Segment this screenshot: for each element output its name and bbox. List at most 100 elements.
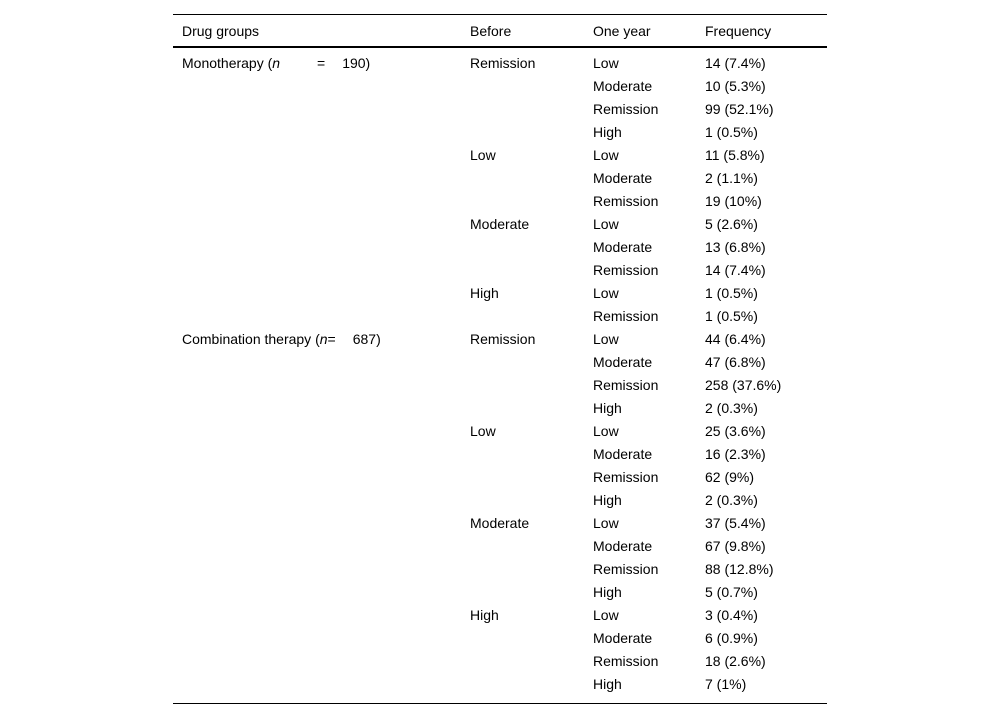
drug-group-cell: Combination therapy (n= 687) <box>173 328 470 351</box>
frequency-cell: 16 (2.3%) <box>705 446 766 462</box>
before-cell <box>470 627 593 650</box>
one-year-cell: Low <box>593 216 619 232</box>
drug-group-cell <box>173 466 470 489</box>
one-year-cell: Low <box>593 607 619 623</box>
frequency-cell: 3 (0.4%) <box>705 607 758 623</box>
n-symbol: n <box>319 331 328 347</box>
one-year-cell: Remission <box>593 308 659 324</box>
frequency-cell: 2 (1.1%) <box>705 170 758 186</box>
one-year-cell: Low <box>593 423 619 439</box>
table-row: Combination therapy (n= 687) Remission Low 4… <box>173 328 827 351</box>
col-header-frequency: Frequency <box>705 14 827 48</box>
drug-group-cell <box>173 420 470 443</box>
frequency-cell: 5 (0.7%) <box>705 584 758 600</box>
before-cell <box>470 581 593 604</box>
group-name: Monotherapy ( <box>182 55 273 71</box>
drug-group-cell <box>173 282 470 305</box>
table-row: Moderate 10 (5.3%) <box>173 75 827 98</box>
table-row: Moderate 67 (9.8%) <box>173 535 827 558</box>
drug-group-cell <box>173 305 470 328</box>
table-row: Moderate 6 (0.9%) <box>173 627 827 650</box>
one-year-cell: Remission <box>593 561 659 577</box>
frequency-cell: 11 (5.8%) <box>705 147 765 163</box>
drug-group-cell <box>173 650 470 673</box>
header-row: Drug groups Before One year Frequency <box>173 14 827 48</box>
before-cell <box>470 236 593 259</box>
before-cell <box>470 489 593 512</box>
one-year-cell: Low <box>593 331 619 347</box>
before-cell <box>470 443 593 466</box>
drug-group-cell <box>173 604 470 627</box>
before-cell <box>470 98 593 121</box>
table-row: High 1 (0.5%) <box>173 121 827 144</box>
before-cell <box>470 558 593 581</box>
table-row: Remission 62 (9%) <box>173 466 827 489</box>
before-cell: Low <box>470 147 496 163</box>
table-row: Remission 99 (52.1%) <box>173 98 827 121</box>
before-cell: Remission <box>470 331 536 347</box>
drug-group-cell <box>173 351 470 374</box>
group-label: Monotherapy (n <box>182 52 317 75</box>
before-cell: Moderate <box>470 515 530 531</box>
before-cell: Remission <box>470 55 536 71</box>
group-label: Combination therapy (n <box>182 328 328 351</box>
table-row: High 7 (1%) <box>173 673 827 704</box>
table-row: Moderate Low 5 (2.6%) <box>173 213 827 236</box>
one-year-cell: Moderate <box>593 538 653 554</box>
one-year-cell: Moderate <box>593 78 653 94</box>
drug-group-cell <box>173 673 470 704</box>
before-cell <box>470 466 593 489</box>
before-cell <box>470 397 593 420</box>
drug-group-cell <box>173 75 470 98</box>
frequency-cell: 14 (7.4%) <box>705 262 766 278</box>
table-row: Monotherapy (n = 190) Remission Low 14 (7.4%) <box>173 47 827 75</box>
before-cell: High <box>470 607 499 623</box>
frequency-cell: 7 (1%) <box>705 676 747 692</box>
drug-group-cell <box>173 512 470 535</box>
drug-group-cell <box>173 121 470 144</box>
table-row: Moderate 13 (6.8%) <box>173 236 827 259</box>
one-year-cell: Moderate <box>593 354 653 370</box>
drug-group-cell <box>173 98 470 121</box>
one-year-cell: Low <box>593 515 619 531</box>
before-cell <box>470 259 593 282</box>
frequency-cell: 258 (37.6%) <box>705 377 782 393</box>
one-year-cell: Low <box>593 147 619 163</box>
one-year-cell: Moderate <box>593 630 653 646</box>
table-row: Moderate 47 (6.8%) <box>173 351 827 374</box>
frequency-cell: 88 (12.8%) <box>705 561 774 577</box>
before-cell: Low <box>470 423 496 439</box>
drug-frequency-table: Drug groups Before One year Frequency Mo… <box>173 14 827 704</box>
table-row: Low Low 25 (3.6%) <box>173 420 827 443</box>
group-name: Combination therapy ( <box>182 331 320 347</box>
drug-group-cell <box>173 167 470 190</box>
table-row: High 2 (0.3%) <box>173 489 827 512</box>
frequency-cell: 19 (10%) <box>705 193 762 209</box>
frequency-cell: 1 (0.5%) <box>705 285 758 301</box>
one-year-cell: Remission <box>593 101 659 117</box>
frequency-cell: 67 (9.8%) <box>705 538 766 554</box>
table-row: Remission 88 (12.8%) <box>173 558 827 581</box>
frequency-cell: 2 (0.3%) <box>705 400 758 416</box>
frequency-cell: 47 (6.8%) <box>705 354 766 370</box>
frequency-cell: 6 (0.9%) <box>705 630 758 646</box>
table-row: Moderate Low 37 (5.4%) <box>173 512 827 535</box>
drug-group-cell <box>173 581 470 604</box>
table-row: Moderate 16 (2.3%) <box>173 443 827 466</box>
table-row: Moderate 2 (1.1%) <box>173 167 827 190</box>
before-cell <box>470 167 593 190</box>
col-header-before: Before <box>470 14 593 48</box>
one-year-cell: Remission <box>593 193 659 209</box>
frequency-cell: 1 (0.5%) <box>705 124 758 140</box>
drug-group-cell <box>173 374 470 397</box>
col-header-one-year: One year <box>593 14 705 48</box>
drug-group-cell <box>173 627 470 650</box>
before-cell <box>470 121 593 144</box>
table-row: High 5 (0.7%) <box>173 581 827 604</box>
one-year-cell: Low <box>593 285 619 301</box>
one-year-cell: High <box>593 124 622 140</box>
table-row: High Low 1 (0.5%) <box>173 282 827 305</box>
frequency-cell: 10 (5.3%) <box>705 78 766 94</box>
before-cell: Moderate <box>470 216 530 232</box>
one-year-cell: High <box>593 400 622 416</box>
